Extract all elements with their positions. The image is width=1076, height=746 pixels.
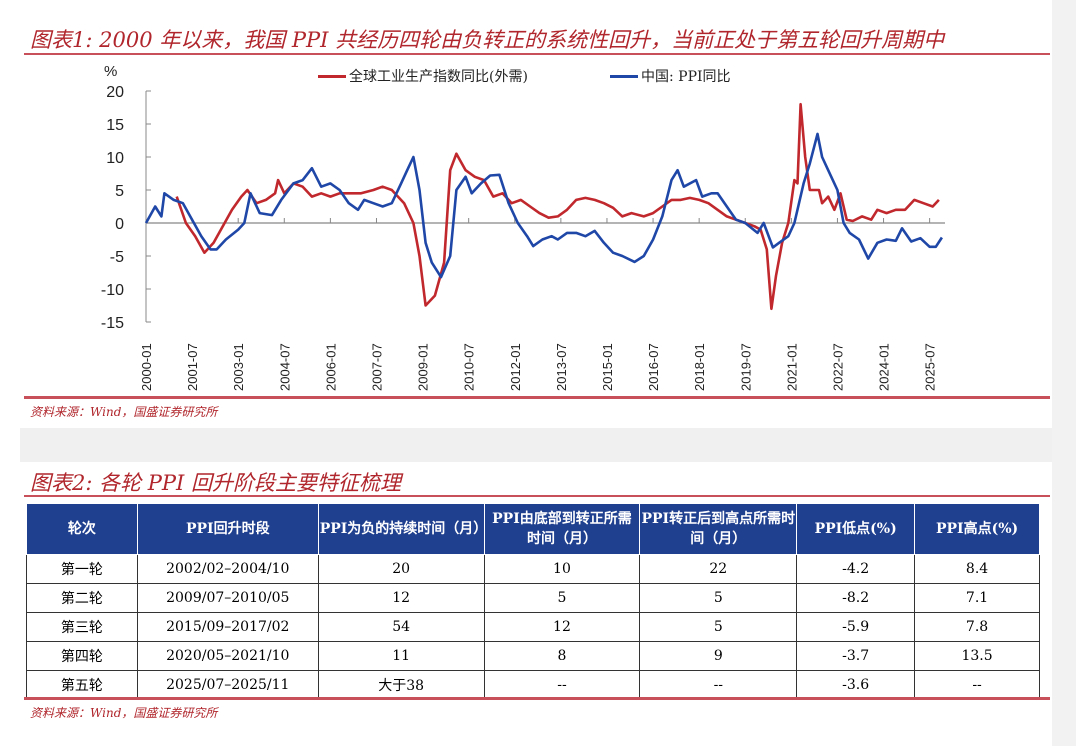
legend-item-global: 全球工业生产指数同比(外需) bbox=[318, 66, 528, 86]
right-margin bbox=[1052, 0, 1076, 746]
column-header: PPI高点(%) bbox=[914, 503, 1040, 555]
table-cell: -8.2 bbox=[796, 583, 916, 613]
legend-item-china: 中国: PPI同比 bbox=[610, 66, 731, 86]
legend-swatch bbox=[318, 74, 346, 78]
table-cell: 9 bbox=[639, 641, 798, 671]
x-tick-label: 2001-07 bbox=[185, 343, 200, 391]
y-tick-label: -5 bbox=[110, 249, 124, 266]
table-cell: 5 bbox=[483, 583, 641, 613]
table-cell: 2002/02–2004/10 bbox=[136, 554, 319, 584]
x-tick-label: 2012-01 bbox=[508, 343, 523, 391]
table-cell: 第三轮 bbox=[26, 612, 138, 642]
table-cell: 第五轮 bbox=[26, 670, 138, 700]
divider bbox=[24, 396, 1050, 399]
figure1-source: 资料来源：Wind，国盛证券研究所 bbox=[30, 405, 218, 419]
table-cell: -- bbox=[639, 670, 798, 700]
table-cell: 2009/07–2010/05 bbox=[136, 583, 319, 613]
series-line-global-ip bbox=[175, 102, 940, 311]
y-tick-label: 15 bbox=[106, 117, 124, 134]
x-tick-label: 2016-07 bbox=[646, 343, 661, 391]
x-tick-label: 2021-01 bbox=[784, 343, 799, 391]
x-tick-label: 2006-01 bbox=[323, 343, 338, 391]
y-tick-label: 20 bbox=[106, 84, 124, 101]
x-tick-label: 2010-07 bbox=[462, 343, 477, 391]
table-cell: 8 bbox=[483, 641, 641, 671]
x-tick-label: 2024-01 bbox=[877, 343, 892, 391]
table-cell: 12 bbox=[317, 583, 485, 613]
divider bbox=[24, 697, 1050, 700]
y-tick-label: -15 bbox=[101, 315, 124, 332]
section-gap bbox=[20, 428, 1052, 462]
table-cell: 12 bbox=[483, 612, 641, 642]
line-chart: % 20 15 10 5 0 -5 -10 -15 2000-01 2001-07 2003-01 2… bbox=[101, 63, 945, 391]
table-row: 第二轮 2009/07–2010/05 12 5 5 -8.2 7.1 bbox=[26, 583, 1040, 613]
table-cell: 5 bbox=[639, 612, 798, 642]
column-header: PPI转正后到高点所需时间（月） bbox=[639, 503, 798, 555]
x-tick-label: 2018-01 bbox=[692, 343, 707, 391]
table-cell: -- bbox=[483, 670, 641, 700]
table-cell: 20 bbox=[317, 554, 485, 584]
table-cell: 54 bbox=[317, 612, 485, 642]
table-cell: 2015/09–2017/02 bbox=[136, 612, 319, 642]
series-line-china-ppi bbox=[144, 132, 943, 279]
column-header: PPI回升时段 bbox=[136, 503, 319, 555]
ppi-cycles-table: 轮次 PPI回升时段 PPI为负的持续时间（月） PPI由底部到转正所需时间（月） PP… bbox=[26, 503, 1040, 700]
table-cell: 第一轮 bbox=[26, 554, 138, 584]
column-header: PPI低点(%) bbox=[796, 503, 916, 555]
figure2-source: 资料来源：Wind，国盛证券研究所 bbox=[30, 706, 218, 720]
table-header: 轮次 PPI回升时段 PPI为负的持续时间（月） PPI由底部到转正所需时间（月） PP… bbox=[26, 503, 1040, 555]
column-header: 轮次 bbox=[26, 503, 138, 555]
divider bbox=[24, 495, 1050, 497]
table-cell: 7.1 bbox=[914, 583, 1040, 613]
x-tick-label: 2015-01 bbox=[600, 343, 615, 391]
table-row: 第四轮 2020/05–2021/10 11 8 9 -3.7 13.5 bbox=[26, 641, 1040, 671]
table-cell: 13.5 bbox=[914, 641, 1040, 671]
table-cell: 第四轮 bbox=[26, 641, 138, 671]
table-cell: 11 bbox=[317, 641, 485, 671]
legend-swatch bbox=[610, 74, 638, 78]
table-cell: -3.7 bbox=[796, 641, 916, 671]
y-tick-label: -10 bbox=[101, 282, 124, 299]
x-tick-label: 2003-01 bbox=[231, 343, 246, 391]
table-cell: 2020/05–2021/10 bbox=[136, 641, 319, 671]
table-cell: 2025/07–2025/11 bbox=[136, 670, 319, 700]
x-tick-label: 2009-01 bbox=[416, 343, 431, 391]
table-cell: 大于38 bbox=[317, 670, 485, 700]
table-cell: -- bbox=[914, 670, 1040, 700]
column-header: PPI由底部到转正所需时间（月） bbox=[483, 503, 641, 555]
figure2-title: 图表2: 各轮 PPI 回升阶段主要特征梳理 bbox=[30, 471, 402, 495]
legend-label: 全球工业生产指数同比(外需) bbox=[349, 69, 528, 85]
divider bbox=[24, 53, 1050, 55]
column-header: PPI为负的持续时间（月） bbox=[317, 503, 487, 555]
x-tick-label: 2025-07 bbox=[923, 343, 938, 391]
table-cell: -3.6 bbox=[796, 670, 916, 700]
x-tick-label: 2013-07 bbox=[554, 343, 569, 391]
table-cell: -5.9 bbox=[796, 612, 916, 642]
table-cell: 7.8 bbox=[914, 612, 1040, 642]
x-tick-label: 2007-07 bbox=[369, 343, 384, 391]
table-cell: 10 bbox=[483, 554, 641, 584]
legend-label: 中国: PPI同比 bbox=[641, 69, 731, 85]
table-cell: 22 bbox=[639, 554, 798, 584]
table-row: 第五轮 2025/07–2025/11 大于38 -- -- -3.6 -- bbox=[26, 670, 1040, 700]
y-tick-label: 0 bbox=[115, 216, 124, 233]
x-tick-label: 2004-07 bbox=[277, 343, 292, 391]
figure1-title: 图表1: 2000 年以来，我国 PPI 共经历四轮由负转正的系统性回升，当前正… bbox=[30, 28, 945, 52]
y-axis-unit: % bbox=[104, 63, 117, 80]
table-cell: 第二轮 bbox=[26, 583, 138, 613]
y-tick-label: 10 bbox=[106, 150, 124, 167]
x-tick-label: 2000-01 bbox=[139, 343, 154, 391]
x-tick-label: 2022-07 bbox=[830, 343, 845, 391]
table-cell: 8.4 bbox=[914, 554, 1040, 584]
table-row: 第一轮 2002/02–2004/10 20 10 22 -4.2 8.4 bbox=[26, 554, 1040, 584]
table-row: 第三轮 2015/09–2017/02 54 12 5 -5.9 7.8 bbox=[26, 612, 1040, 642]
x-tick-label: 2019-07 bbox=[738, 343, 753, 391]
table-cell: -4.2 bbox=[796, 554, 916, 584]
y-tick-label: 5 bbox=[115, 183, 124, 200]
table-cell: 5 bbox=[639, 583, 798, 613]
